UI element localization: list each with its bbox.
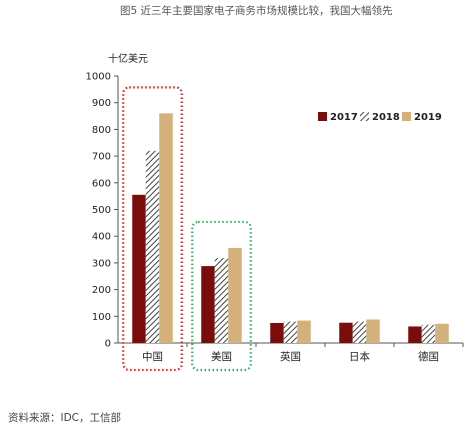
legend-swatch-2018 bbox=[360, 112, 369, 121]
x-category-label: 英国 bbox=[280, 350, 301, 363]
legend-label-2017: 2017 bbox=[330, 112, 358, 123]
y-tick-label: 100 bbox=[92, 312, 111, 323]
y-tick-label: 0 bbox=[105, 339, 111, 350]
legend-label-2018: 2018 bbox=[372, 112, 400, 123]
y-axis-label: 十亿美元 bbox=[108, 52, 148, 65]
legend-swatch-2017 bbox=[318, 112, 327, 121]
x-category-label: 中国 bbox=[142, 350, 163, 363]
figure-title: 图5 近三年主要国家电子商务市场规模比较，我国大幅领先 bbox=[120, 5, 393, 17]
bar-2017-中国 bbox=[132, 194, 146, 343]
y-tick-label: 400 bbox=[92, 232, 111, 243]
x-category-label: 日本 bbox=[349, 350, 370, 363]
legend-label-2019: 2019 bbox=[414, 112, 442, 123]
bar-2017-日本 bbox=[339, 322, 353, 343]
y-tick-label: 300 bbox=[92, 258, 111, 269]
bar-2018-美国 bbox=[214, 258, 229, 343]
source-note: 资料来源：IDC，工信部 bbox=[8, 412, 122, 424]
bar-2017-英国 bbox=[270, 322, 284, 343]
x-category-label: 美国 bbox=[211, 350, 232, 363]
x-category-label: 德国 bbox=[418, 350, 439, 363]
bar-2019-美国 bbox=[228, 247, 242, 343]
bar-2018-日本 bbox=[352, 321, 367, 343]
bar-2017-德国 bbox=[408, 326, 422, 343]
bar-2018-中国 bbox=[145, 150, 160, 343]
y-tick-label: 200 bbox=[92, 285, 111, 296]
y-tick-label: 800 bbox=[92, 125, 111, 136]
bar-2019-德国 bbox=[435, 323, 449, 343]
bar-2018-德国 bbox=[421, 324, 436, 343]
y-tick-label: 900 bbox=[92, 98, 111, 109]
legend-swatch-2019 bbox=[402, 112, 411, 121]
y-tick-label: 600 bbox=[92, 178, 111, 189]
y-tick-label: 500 bbox=[92, 205, 111, 216]
bar-2019-日本 bbox=[366, 319, 380, 343]
bar-2019-英国 bbox=[297, 320, 311, 343]
bar-2017-美国 bbox=[201, 266, 215, 343]
highlight-box-美国 bbox=[191, 220, 252, 372]
bar-2018-英国 bbox=[283, 321, 298, 343]
y-tick-label: 700 bbox=[92, 152, 111, 163]
y-tick-label: 1000 bbox=[86, 72, 111, 83]
bar-2019-中国 bbox=[159, 113, 173, 343]
